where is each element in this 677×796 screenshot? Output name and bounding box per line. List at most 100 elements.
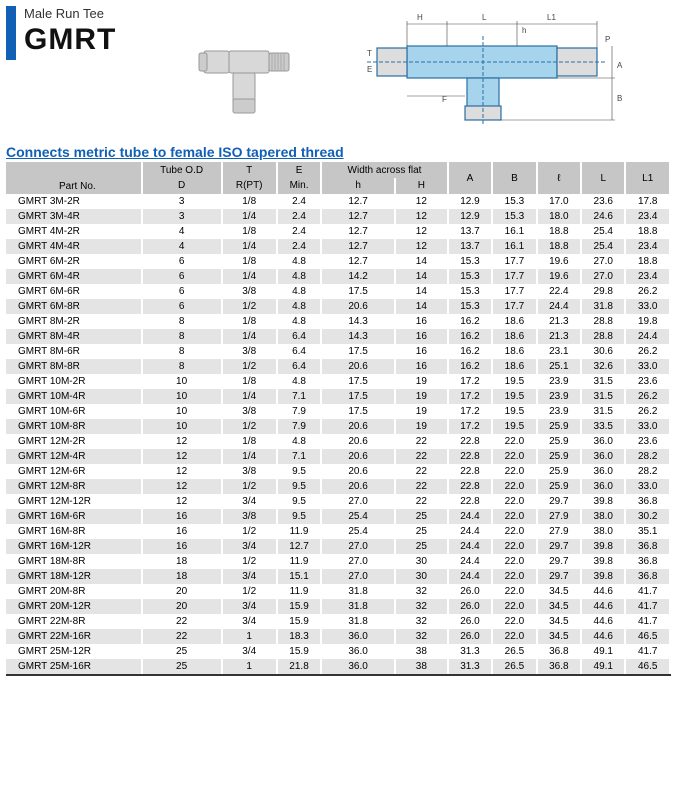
table-cell: 16.2 xyxy=(448,329,492,344)
table-cell: 28.2 xyxy=(625,449,670,464)
table-cell: 36.8 xyxy=(625,569,670,584)
table-cell: 12.9 xyxy=(448,209,492,224)
table-cell: 46.5 xyxy=(625,659,670,675)
table-row: GMRT 20M-8R201/211.931.83226.022.034.544… xyxy=(6,584,670,599)
table-cell: 22.0 xyxy=(492,569,536,584)
table-cell: GMRT 10M-8R xyxy=(6,419,142,434)
table-cell: 22 xyxy=(395,434,448,449)
table-cell: 22 xyxy=(395,479,448,494)
table-cell: GMRT 22M-8R xyxy=(6,614,142,629)
table-cell: 38.0 xyxy=(581,524,625,539)
table-cell: 34.5 xyxy=(537,599,581,614)
table-cell: 4 xyxy=(142,239,222,254)
table-cell: 1/4 xyxy=(222,449,277,464)
table-cell: 21.8 xyxy=(277,659,321,675)
table-cell: 11.9 xyxy=(277,554,321,569)
table-cell: 26.0 xyxy=(448,599,492,614)
table-cell: 12 xyxy=(395,224,448,239)
col-h-lower: h xyxy=(321,178,395,194)
table-row: GMRT 25M-16R25121.836.03831.326.536.849.… xyxy=(6,659,670,675)
table-cell: 36.0 xyxy=(581,449,625,464)
table-cell: 10 xyxy=(142,374,222,389)
table-cell: 41.7 xyxy=(625,584,670,599)
table-cell: 27.0 xyxy=(581,254,625,269)
table-row: GMRT 4M-4R41/42.412.71213.716.118.825.42… xyxy=(6,239,670,254)
table-cell: GMRT 16M-6R xyxy=(6,509,142,524)
table-cell: GMRT 25M-12R xyxy=(6,644,142,659)
table-cell: 14 xyxy=(395,284,448,299)
diagram-label-h-lower: h xyxy=(522,26,526,35)
table-cell: GMRT 12M-4R xyxy=(6,449,142,464)
table-cell: 33.0 xyxy=(625,359,670,374)
table-cell: 26.0 xyxy=(448,584,492,599)
table-cell: 1/4 xyxy=(222,389,277,404)
table-cell: 25.4 xyxy=(581,239,625,254)
table-cell: 26.2 xyxy=(625,284,670,299)
table-cell: 31.8 xyxy=(321,584,395,599)
header-section: Male Run Tee GMRT xyxy=(6,6,671,126)
table-cell: 22.0 xyxy=(492,494,536,509)
table-cell: 29.7 xyxy=(537,539,581,554)
table-cell: 22.0 xyxy=(492,539,536,554)
table-cell: 9.5 xyxy=(277,479,321,494)
table-cell: 4.8 xyxy=(277,269,321,284)
table-row: GMRT 16M-6R163/89.525.42524.422.027.938.… xyxy=(6,509,670,524)
table-body: GMRT 3M-2R31/82.412.71212.915.317.023.61… xyxy=(6,194,670,675)
diagram-label-t: T xyxy=(367,49,372,58)
table-cell: 41.7 xyxy=(625,599,670,614)
table-cell: 12 xyxy=(142,479,222,494)
diagram-label-f: F xyxy=(442,95,447,104)
table-cell: 38.0 xyxy=(581,509,625,524)
table-cell: 20.6 xyxy=(321,299,395,314)
table-cell: 18.8 xyxy=(625,224,670,239)
table-cell: 18 xyxy=(142,569,222,584)
table-cell: 36.0 xyxy=(581,434,625,449)
table-cell: 18.8 xyxy=(625,254,670,269)
table-cell: 26.2 xyxy=(625,344,670,359)
diagram-label-a: A xyxy=(617,61,623,70)
table-cell: 4.8 xyxy=(277,314,321,329)
table-cell: 17.5 xyxy=(321,404,395,419)
table-cell: GMRT 8M-6R xyxy=(6,344,142,359)
col-waf: Width across flat xyxy=(321,162,448,178)
col-a: A xyxy=(448,162,492,194)
table-cell: 6 xyxy=(142,269,222,284)
table-cell: 36.0 xyxy=(321,659,395,675)
table-cell: 1/2 xyxy=(222,584,277,599)
table-row: GMRT 25M-12R253/415.936.03831.326.536.84… xyxy=(6,644,670,659)
table-cell: 16 xyxy=(395,314,448,329)
table-cell: 25.4 xyxy=(581,224,625,239)
table-cell: 17.2 xyxy=(448,419,492,434)
table-cell: 18.8 xyxy=(537,224,581,239)
table-cell: 1/2 xyxy=(222,554,277,569)
table-cell: 20.6 xyxy=(321,464,395,479)
table-cell: 17.7 xyxy=(492,284,536,299)
table-cell: GMRT 3M-4R xyxy=(6,209,142,224)
table-cell: 3 xyxy=(142,209,222,224)
table-cell: 25 xyxy=(142,659,222,675)
table-cell: GMRT 12M-6R xyxy=(6,464,142,479)
table-cell: 22.8 xyxy=(448,479,492,494)
table-cell: 17.5 xyxy=(321,374,395,389)
table-cell: GMRT 12M-8R xyxy=(6,479,142,494)
table-row: GMRT 6M-4R61/44.814.21415.317.719.627.02… xyxy=(6,269,670,284)
table-cell: 3/8 xyxy=(222,284,277,299)
table-cell: 32.6 xyxy=(581,359,625,374)
table-cell: 33.0 xyxy=(625,479,670,494)
product-code: GMRT xyxy=(24,23,116,57)
table-cell: 18.8 xyxy=(537,239,581,254)
table-cell: 10 xyxy=(142,389,222,404)
table-cell: 3/4 xyxy=(222,599,277,614)
table-row: GMRT 12M-4R121/47.120.62222.822.025.936.… xyxy=(6,449,670,464)
table-cell: 25 xyxy=(395,509,448,524)
table-cell: 17.0 xyxy=(537,194,581,209)
table-cell: 15.9 xyxy=(277,644,321,659)
table-cell: 22.8 xyxy=(448,464,492,479)
table-cell: 8 xyxy=(142,314,222,329)
table-cell: GMRT 18M-12R xyxy=(6,569,142,584)
table-cell: GMRT 10M-2R xyxy=(6,374,142,389)
table-cell: 12 xyxy=(142,449,222,464)
table-cell: 12.7 xyxy=(321,194,395,209)
table-cell: 36.8 xyxy=(625,494,670,509)
table-cell: 25.9 xyxy=(537,479,581,494)
